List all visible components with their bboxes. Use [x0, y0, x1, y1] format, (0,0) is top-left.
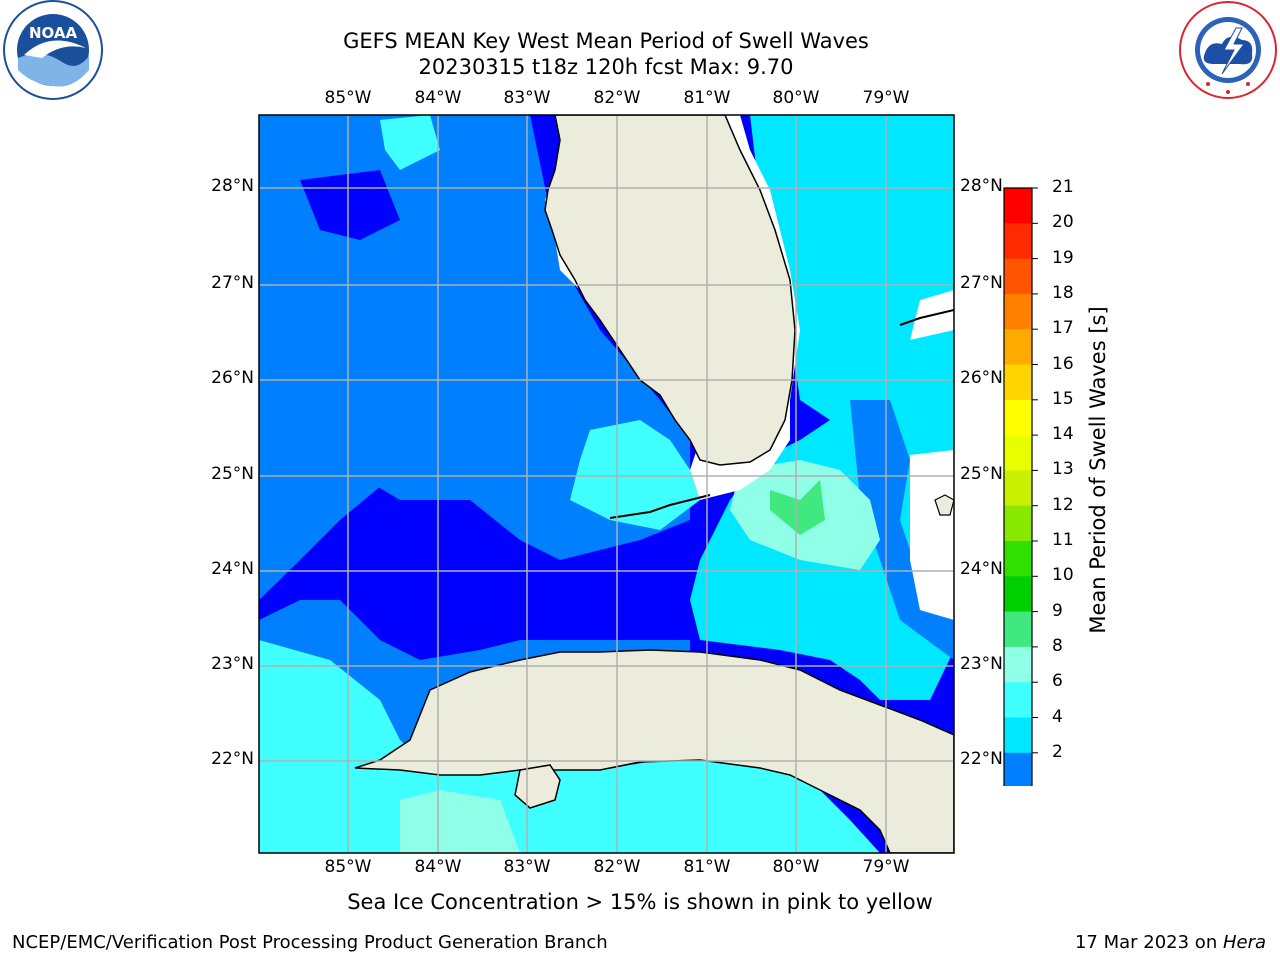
- colorbar-segment: [1004, 329, 1032, 365]
- lon-label-bottom-5: 80°W: [772, 857, 820, 877]
- colorbar-tick-label: 12: [1052, 494, 1074, 515]
- footer-date: 17 Mar 2023 on Hera: [1075, 932, 1266, 953]
- colorbar-tick-label: 17: [1052, 318, 1074, 339]
- colorbar-tick-label: 6: [1052, 671, 1063, 692]
- graticule: [259, 115, 954, 853]
- swell-contour-6-8-keys: [570, 420, 700, 530]
- lat-label-right-2: 26°N: [960, 368, 1003, 388]
- colorbar-segment: [1004, 576, 1032, 613]
- lat-label-right-4: 24°N: [960, 559, 1003, 579]
- colorbar-frame: [1003, 187, 1033, 786]
- lat-label-left-0: 28°N: [211, 176, 254, 196]
- colorbar-tick-label: 2: [1052, 741, 1063, 762]
- colorbar-segment: [1004, 188, 1032, 224]
- colorbar-segment: [1004, 470, 1032, 507]
- lat-label-left-6: 22°N: [211, 749, 254, 769]
- map-title: GEFS MEAN Key West Mean Period of Swell …: [343, 29, 869, 53]
- colorbar-tick-label: 11: [1052, 530, 1074, 550]
- florida-keys: [609, 494, 711, 519]
- noaa-logo-text: NOAA: [29, 24, 78, 42]
- lon-label-bottom-3: 82°W: [593, 857, 641, 877]
- lat-label-right-1: 27°N: [960, 273, 1003, 293]
- lon-label-bottom-4: 81°W: [683, 857, 731, 877]
- lon-label-top-5: 80°W: [772, 88, 820, 108]
- colorbar-tick-label: 20: [1052, 212, 1074, 233]
- lon-label-bottom-1: 84°W: [414, 857, 462, 877]
- lat-label-right-3: 25°N: [960, 464, 1003, 484]
- colorbar-tick-label: 19: [1052, 247, 1074, 268]
- swell-contour-9-10: [770, 480, 825, 535]
- lon-label-top-4: 81°W: [683, 88, 731, 108]
- lat-label-right-5: 23°N: [960, 654, 1003, 674]
- colorbar-tick-label: 21: [1052, 177, 1074, 197]
- footer-date-text: 17 Mar 2023 on: [1074, 932, 1223, 953]
- lon-label-top-1: 84°W: [414, 88, 462, 108]
- colorbar-segment: [1004, 717, 1032, 754]
- florida-land: [544, 115, 796, 466]
- footer-host: Hera: [1222, 932, 1266, 953]
- lon-label-bottom-2: 83°W: [503, 857, 551, 877]
- colorbar-segment: [1004, 293, 1032, 330]
- lat-label-right-0: 28°N: [960, 176, 1003, 196]
- colorbar-tick-label: 18: [1052, 282, 1074, 303]
- lat-label-left-2: 26°N: [211, 368, 254, 388]
- map-subtitle: 20230315 t18z 120h fcst Max: 9.70: [418, 55, 794, 79]
- colorbar-segment: [1004, 682, 1032, 718]
- colorbar-tick-label: 14: [1052, 424, 1074, 445]
- colorbar-tick-label: 8: [1052, 635, 1063, 656]
- lat-label-right-6: 22°N: [960, 749, 1003, 769]
- grand-bahama: [899, 309, 954, 326]
- swell-contour-4-6-west: [259, 420, 400, 600]
- map-frame: [258, 114, 955, 854]
- colorbar-segment: [1004, 505, 1032, 542]
- lon-label-top-2: 83°W: [503, 88, 551, 108]
- swell-contour-8-9-south: [400, 790, 520, 853]
- sea-ice-note: Sea Ice Concentration > 15% is shown in …: [347, 890, 933, 914]
- footer-credit: NCEP/EMC/Verification Post Processing Pr…: [12, 932, 608, 953]
- swell-contour-6-8-north: [380, 115, 440, 170]
- lon-label-bottom-6: 79°W: [862, 857, 910, 877]
- andros-island: [934, 494, 954, 516]
- colorbar-tick-label: 9: [1052, 600, 1063, 621]
- colorbar-segment: [1004, 541, 1032, 577]
- mask-bahamas: [910, 450, 954, 620]
- lat-label-left-4: 24°N: [211, 559, 254, 579]
- colorbar-segment: [1004, 435, 1032, 471]
- colorbar-tick-label: 4: [1052, 706, 1063, 727]
- lat-label-left-5: 23°N: [211, 654, 254, 674]
- lon-label-bottom-0: 85°W: [324, 857, 372, 877]
- colorbar-tick-label: 15: [1052, 388, 1074, 409]
- nws-logo: [1178, 0, 1278, 100]
- colorbar-label: Mean Period of Swell Waves [s]: [1086, 306, 1110, 634]
- colorbar-segment: [1004, 752, 1032, 786]
- colorbar-segment: [1004, 611, 1032, 648]
- lat-label-left-3: 25°N: [211, 464, 254, 484]
- noaa-logo: NOAA: [2, 0, 104, 102]
- lat-label-left-1: 27°N: [211, 273, 254, 293]
- colorbar-segment: [1004, 258, 1032, 295]
- lon-label-top-6: 79°W: [862, 88, 910, 108]
- colorbar-segment: [1004, 646, 1032, 683]
- colorbar-segment: [1004, 399, 1032, 436]
- lon-label-top-3: 82°W: [593, 88, 641, 108]
- colorbar-tick-label: 10: [1052, 565, 1074, 586]
- lon-label-top-0: 85°W: [324, 88, 372, 108]
- colorbar: [1003, 187, 1038, 786]
- colorbar-segment: [1004, 223, 1032, 260]
- colorbar-tick-label: 16: [1052, 353, 1074, 374]
- colorbar-segment: [1004, 364, 1032, 401]
- colorbar-tick-label: 13: [1052, 459, 1074, 480]
